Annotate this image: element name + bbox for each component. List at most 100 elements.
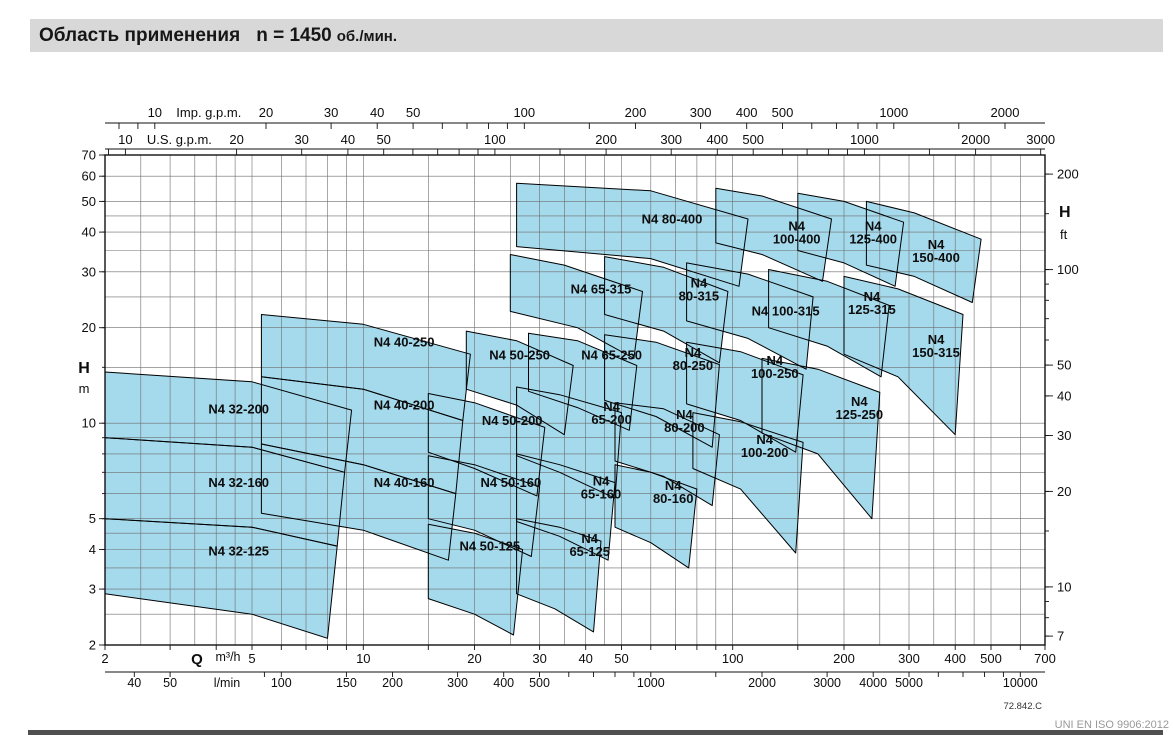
pump-region-outline-n4-50-160 (427, 455, 541, 557)
pump-model-label: N4 65-315 (571, 281, 632, 296)
h-m-tick-label: 10 (82, 416, 96, 431)
q-m3h-tick-label: 300 (898, 651, 920, 666)
plot-frame (104, 154, 1046, 646)
us-gpm-tick-label: 30 (294, 132, 308, 147)
us-gpm-tick-label: 10 (118, 132, 132, 147)
q-m3h-tick-label: 20 (467, 651, 481, 666)
pump-region-outline-n4-125-250 (761, 357, 881, 520)
q-m3h-tick-label: 10 (356, 651, 370, 666)
pump-model-label: N4 40-250 (374, 335, 435, 350)
h-m-tick-label: 50 (82, 194, 96, 209)
pump-region-n4-150-315 (844, 276, 963, 435)
pump-model-label: N4 80-400 (642, 212, 703, 227)
us-gpm-tick-label: 1000 (850, 132, 879, 147)
imp-gpm-tick-label: 500 (772, 105, 794, 120)
pump-region-outline-n4-100-250 (686, 341, 804, 453)
h-ft-tick-label: 40 (1057, 388, 1071, 403)
lmin-tick-label: 3000 (813, 676, 841, 690)
pump-region-outline-n4-80-200 (614, 402, 720, 507)
speed-value: n = 1450 (256, 25, 332, 46)
h-m-tick-label: 5 (89, 511, 96, 526)
h-m-axis-unit: m (79, 381, 90, 396)
pump-region-outline-n4-40-250 (260, 314, 471, 421)
q-m3h-tick-label: 700 (1034, 651, 1056, 666)
pump-region-outline-n4-50-200 (427, 393, 546, 497)
h-ft-tick-label: 20 (1057, 484, 1071, 499)
us-gpm-tick-label: 50 (376, 132, 390, 147)
pump-region-outline-n4-65-125 (516, 518, 602, 633)
q-m3h-tick-label: 30 (532, 651, 546, 666)
us-gpm-axis-unit: U.S. g.p.m. (147, 132, 212, 147)
h-m-tick-label: 60 (82, 169, 96, 184)
h-m-tick-label: 3 (89, 582, 96, 597)
imp-gpm-tick-label: 20 (259, 105, 273, 120)
pump-region-outlines (104, 182, 982, 639)
lmin-tick-label: 200 (382, 676, 403, 690)
q-m3h-tick-label: 100 (722, 651, 744, 666)
lmin-tick-label: 150 (336, 676, 357, 690)
h-m-tick-label: 4 (89, 542, 96, 557)
page-title: Область применения (39, 25, 241, 46)
pump-region-n4-125-250 (762, 358, 880, 519)
imp-gpm-axis-unit: Imp. g.p.m. (176, 105, 241, 120)
imp-gpm-tick-label: 10 (148, 105, 162, 120)
next-section-bar (28, 730, 1163, 735)
imp-gpm-tick-label: 400 (736, 105, 758, 120)
imp-gpm-tick-label: 300 (690, 105, 712, 120)
imp-gpm-tick-label: 30 (324, 105, 338, 120)
pump-region-n4-80-160 (615, 464, 697, 568)
h-m-tick-label: 2 (89, 638, 96, 653)
lmin-tick-label: 400 (493, 676, 514, 690)
pump-region-n4-40-200 (261, 376, 463, 494)
us-gpm-tick-label: 3000 (1026, 132, 1055, 147)
pump-region-n4-150-400 (866, 201, 982, 303)
pump-region-n4-32-125 (105, 518, 338, 639)
pump-region-outline-n4-100-315 (686, 262, 814, 370)
q-m3h-tick-label: 200 (833, 651, 855, 666)
lmin-tick-label: 300 (447, 676, 468, 690)
speed-unit: об./мин. (336, 28, 398, 45)
pump-model-label: N4 50-250 (489, 348, 550, 363)
us-gpm-tick-label: 500 (742, 132, 764, 147)
us-gpm-tick-label: 400 (706, 132, 728, 147)
h-axis-symbol-left: H (78, 360, 90, 377)
pump-region-outline-n4-150-315 (843, 275, 964, 436)
lmin-axis-unit: l/min (214, 676, 240, 690)
pump-region-n4-80-400 (516, 183, 748, 287)
h-m-tick-label: 40 (82, 225, 96, 240)
q-m3h-tick-label: 50 (614, 651, 628, 666)
lmin-tick-label: 50 (163, 676, 177, 690)
h-ft-tick-label: 50 (1057, 358, 1071, 373)
lmin-tick-label: 1000 (637, 676, 665, 690)
pump-region-outline-n4-125-315 (768, 269, 890, 378)
h-m-tick-label: 30 (82, 264, 96, 279)
h-axis-symbol-right: H (1059, 204, 1071, 221)
imp-gpm-tick-label: 50 (406, 105, 420, 120)
pump-region-outline-n4-80-400 (516, 182, 749, 287)
pump-model-label: N4 32-160 (208, 475, 269, 490)
h-ft-tick-label: 30 (1057, 428, 1071, 443)
us-gpm-tick-label: 20 (229, 132, 243, 147)
pump-region-n4-65-125 (516, 518, 601, 632)
us-gpm-tick-label: 2000 (961, 132, 990, 147)
document-code: 72.842.C (1003, 701, 1042, 712)
pump-region-fills (105, 183, 982, 639)
lmin-tick-label: 100 (271, 676, 292, 690)
pump-region-outline-n4-80-315 (604, 256, 729, 364)
pump-model-label: N4 50-200 (482, 413, 543, 428)
pump-region-outline-n4-65-250 (528, 332, 638, 431)
pump-region-n4-40-160 (261, 444, 456, 561)
lmin-tick-label: 2000 (748, 676, 776, 690)
h-m-tick-label: 70 (82, 148, 96, 163)
imp-gpm-tick-label: 100 (513, 105, 535, 120)
us-gpm-tick-label: 40 (341, 132, 355, 147)
pump-region-outline-n4-100-200 (692, 412, 804, 554)
imp-gpm-tick-label: 40 (370, 105, 384, 120)
us-gpm-tick-label: 200 (595, 132, 617, 147)
lmin-tick-label: 500 (529, 676, 550, 690)
h-ft-tick-label: 7 (1057, 629, 1064, 644)
title-bar: Область применения n = 1450 об./мин. (30, 19, 1163, 52)
pump-region-n4-50-125 (428, 524, 523, 635)
